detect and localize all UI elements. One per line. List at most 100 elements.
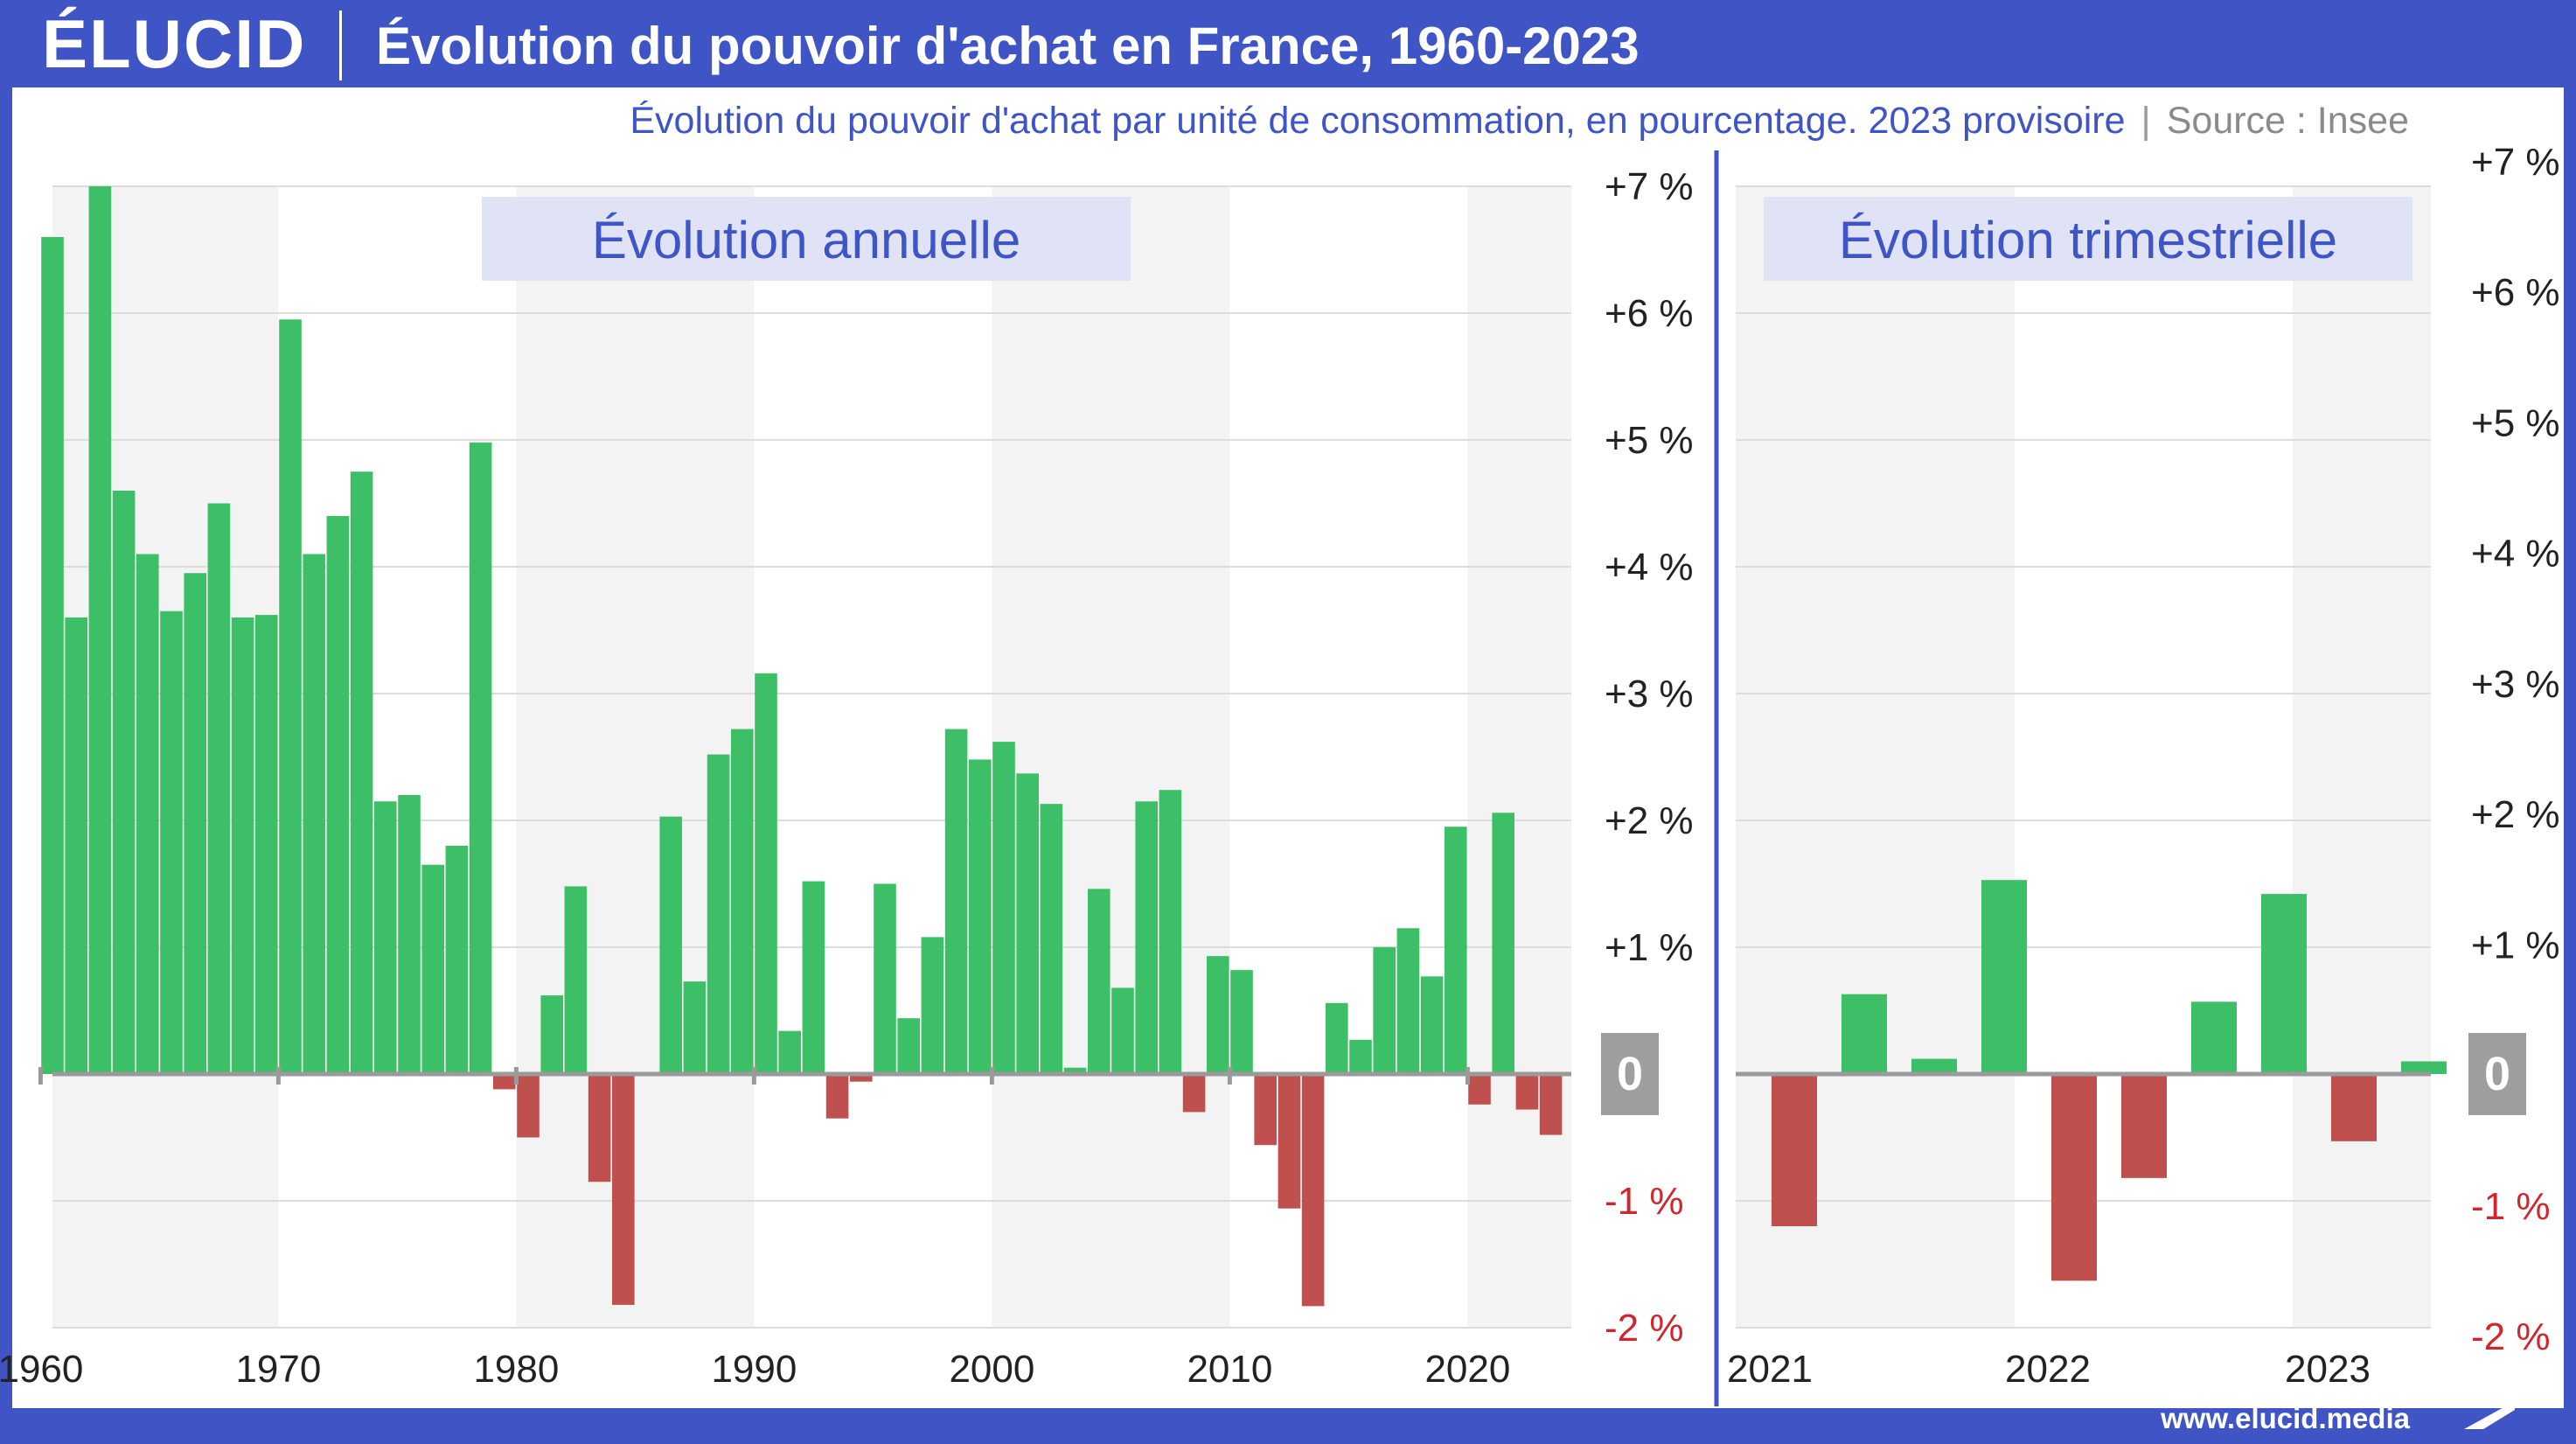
bar-2021-T1	[1772, 1074, 1817, 1226]
y-tick-label: -1 %	[2471, 1185, 2550, 1228]
bar-year-2019	[1445, 827, 1467, 1074]
bar-year-1983	[588, 1074, 611, 1182]
x-tick-label: 2010	[1187, 1348, 1272, 1391]
bar-2021-T2	[1841, 994, 1887, 1074]
bar-year-2003	[1063, 1067, 1087, 1074]
bar-year-2000	[992, 742, 1015, 1074]
bar-year-1984	[612, 1074, 635, 1305]
y-tick-label: +3 %	[1605, 673, 1694, 715]
footer-arrow-icon	[2464, 1401, 2515, 1429]
bar-year-2007	[1159, 790, 1182, 1074]
subtitle-text: Évolution du pouvoir d'achat par unité d…	[630, 100, 2126, 142]
header-bar: ÉLUCID Évolution du pouvoir d'achat en F…	[0, 0, 2576, 87]
x-tick-label: 1970	[235, 1348, 321, 1391]
bar-year-2001	[1016, 773, 1039, 1074]
x-tick-label: 2023	[2285, 1348, 2371, 1391]
bar-year-2012	[1278, 1074, 1301, 1209]
panel-title-box	[482, 197, 1131, 281]
bar-year-2020	[1468, 1074, 1491, 1105]
bar-2022-T2	[2121, 1074, 2167, 1178]
bar-year-1989	[731, 729, 754, 1074]
x-tick-label: 1980	[473, 1348, 559, 1391]
decade-band	[1467, 186, 1571, 1328]
bar-year-1965	[160, 610, 183, 1074]
y-tick-label: +1 %	[2471, 924, 2560, 966]
x-tick-label: 1990	[711, 1348, 797, 1391]
bar-year-2013	[1301, 1074, 1325, 1307]
x-tick-label: 2000	[949, 1348, 1034, 1391]
subtitle-separator: |	[2141, 100, 2151, 142]
bar-year-1974	[374, 801, 397, 1074]
bar-year-2022	[1515, 1074, 1539, 1110]
y-tick-label: -1 %	[1605, 1180, 1683, 1223]
bar-year-1969	[255, 615, 278, 1074]
bar-year-2002	[1040, 804, 1063, 1074]
year-band	[2293, 186, 2431, 1328]
bar-year-2011	[1254, 1074, 1277, 1146]
y-tick-label: +4 %	[2471, 533, 2560, 576]
bar-year-1961	[65, 617, 87, 1074]
bar-2023-T1	[2331, 1074, 2377, 1141]
bar-2021-T3	[1911, 1058, 1957, 1074]
y-tick-label: +1 %	[1605, 926, 1694, 969]
bar-year-2014	[1326, 1002, 1348, 1074]
decade-band	[992, 186, 1230, 1328]
y-tick-label: +2 %	[1605, 799, 1694, 842]
bar-year-1988	[707, 754, 730, 1074]
bar-year-1963	[112, 491, 136, 1074]
bar-year-2015	[1349, 1039, 1372, 1074]
bar-year-2021	[1492, 813, 1514, 1074]
bar-2022-T3	[2191, 1001, 2237, 1074]
bar-year-1996	[897, 1018, 920, 1074]
bar-year-2018	[1420, 976, 1444, 1074]
bar-year-1981	[540, 995, 563, 1074]
bar-year-1960	[41, 237, 64, 1074]
y-tick-label: +5 %	[2471, 401, 2560, 444]
bar-year-1970	[279, 319, 302, 1074]
bar-year-1995	[874, 883, 896, 1074]
bar-year-2023	[1539, 1074, 1563, 1135]
bar-year-1993	[825, 1074, 849, 1119]
bar-year-1997	[921, 937, 944, 1074]
chart-title: Évolution du pouvoir d'achat en France, …	[376, 17, 1640, 75]
elucid-logo: ÉLUCID	[42, 5, 307, 82]
y-tick-label-zero: 0	[1617, 1048, 1643, 1100]
panel-title-annual: Évolution annuelle	[592, 211, 1020, 269]
bar-year-2009	[1207, 956, 1229, 1074]
chart-subtitle: Évolution du pouvoir d'achat par unité d…	[0, 94, 2409, 147]
bar-year-1999	[969, 759, 992, 1074]
y-tick-label: +3 %	[2471, 663, 2560, 706]
panel-title-box	[1764, 197, 2412, 281]
bar-year-1975	[398, 795, 421, 1074]
x-tick-label: 2020	[1424, 1348, 1510, 1391]
bar-year-1977	[445, 846, 469, 1074]
bar-year-1962	[88, 186, 112, 1074]
bar-year-2016	[1373, 947, 1396, 1074]
footer-url[interactable]: www.elucid.media	[2161, 1402, 2410, 1434]
bar-2022-T4	[2261, 894, 2307, 1074]
x-tick-label: 2022	[2005, 1348, 2091, 1391]
bar-year-1976	[421, 864, 444, 1074]
y-tick-label: +7 %	[1605, 165, 1694, 208]
bar-year-2006	[1135, 801, 1158, 1074]
zero-badge	[2468, 1033, 2526, 1115]
y-tick-label: -2 %	[1605, 1307, 1683, 1350]
y-tick-label: +7 %	[2471, 141, 2560, 184]
bar-year-2008	[1182, 1074, 1206, 1113]
y-tick-label: -2 %	[2471, 1315, 2550, 1358]
bar-year-1991	[778, 1030, 801, 1074]
bar-2021-T4	[1981, 880, 2027, 1074]
y-tick-label: +2 %	[2471, 793, 2560, 836]
y-tick-label: +4 %	[1605, 546, 1694, 589]
bar-year-1986	[659, 816, 682, 1074]
bar-year-1992	[802, 881, 825, 1074]
bar-2022-T1	[2051, 1074, 2097, 1281]
bar-year-2005	[1111, 987, 1134, 1074]
bar-year-1979	[493, 1074, 516, 1090]
source-label: Source : Insee	[2166, 100, 2409, 142]
bar-year-1990	[755, 673, 777, 1074]
zero-badge	[1601, 1033, 1659, 1115]
bar-year-1967	[207, 503, 231, 1074]
y-tick-label: +6 %	[2471, 271, 2560, 314]
